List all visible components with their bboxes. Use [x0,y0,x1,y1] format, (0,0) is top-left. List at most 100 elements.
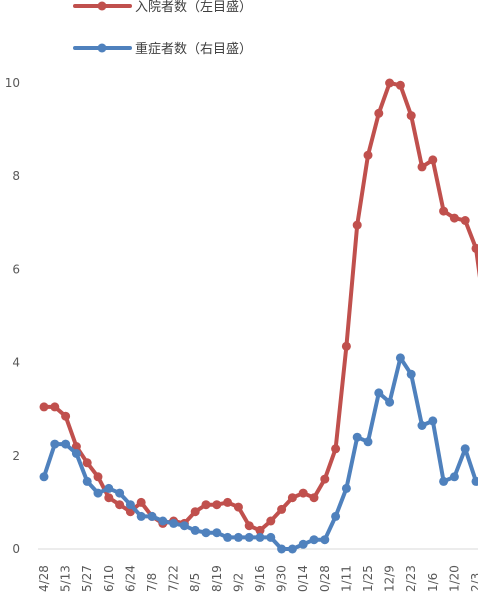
data-point [460,216,470,225]
data-point [331,444,341,454]
x-tick-label: 6/10 [102,565,116,592]
x-tick-label: 6/24 [123,565,137,592]
x-tick-label: 7/22 [167,565,181,592]
data-point [471,476,478,486]
data-point [309,493,319,503]
y-tick-label: 10 [5,76,20,90]
data-point [471,243,478,253]
x-tick-label: 9/2 [231,573,245,592]
data-point [320,474,330,484]
data-point [287,493,297,503]
x-tick-label: 5/27 [80,565,94,592]
x-tick-label: 4/28 [37,565,51,592]
data-point [385,397,395,407]
x-tick-label: 12/9 [383,565,397,592]
x-tick-label: 8/19 [210,565,224,592]
y-tick-label: 4 [12,356,20,370]
data-point [374,108,384,118]
data-point [266,532,276,542]
data-point [82,458,92,468]
data-point [50,402,60,412]
plot-area [39,78,478,554]
data-point [244,532,254,542]
data-point [115,488,125,498]
legend-label-severe: 重症者数（右目盛） [135,41,252,57]
data-point [201,528,211,538]
data-point [71,449,81,458]
data-point [179,521,189,531]
data-point [374,388,384,398]
data-point [266,516,276,526]
data-point [428,416,438,426]
data-point [287,544,297,554]
x-tick-label: 9/16 [253,565,267,592]
legend-marker-severe [97,43,107,53]
data-point [212,528,222,538]
x-tick-label: 1/25 [361,565,375,592]
y-tick-label: 6 [12,262,20,276]
data-point [147,511,157,521]
data-point [190,507,200,517]
data-point [223,497,233,507]
data-point [115,500,125,510]
x-tick-label: 0/28 [318,565,332,592]
x-tick-label: 8/5 [188,573,202,592]
data-point [460,444,470,454]
data-point [298,539,308,549]
data-point [255,532,265,542]
x-tick-label: 7/8 [145,573,159,592]
y-tick-label: 0 [12,542,20,556]
data-point [39,472,49,482]
data-point [417,421,427,430]
data-point [61,439,71,449]
data-point [341,483,351,493]
series-0 [39,78,478,535]
data-point [352,432,362,442]
data-point [363,150,373,160]
data-point [439,206,449,216]
data-point [233,502,243,512]
series-1 [39,353,478,554]
data-point [395,353,405,363]
x-tick-label: 5/13 [59,565,73,592]
data-point [104,483,114,493]
data-point [395,80,405,90]
data-point [417,162,427,172]
data-point [428,155,438,165]
legend-marker-admissions [97,1,107,11]
y-tick-label: 2 [12,449,20,463]
data-point [61,411,71,421]
data-point [385,78,395,88]
data-point [277,544,287,554]
data-point [82,476,92,486]
data-point [406,369,416,379]
legend-item-severe: 重症者数（右目盛） [73,41,252,57]
data-point [352,220,362,230]
data-point [406,111,416,121]
x-tick-label: 1/11 [339,565,353,592]
data-point [363,437,373,447]
data-point [341,341,351,351]
data-point [212,500,222,510]
data-point [93,472,103,482]
x-tick-label: 2/3 [469,573,478,592]
data-point [439,476,449,486]
data-point [104,493,114,503]
legend-label-admissions: 入院者数（左目盛） [135,0,252,15]
data-point [449,472,459,482]
data-point [277,504,287,514]
x-tick-label: 0/14 [296,565,310,592]
data-point [39,402,49,412]
data-point [169,518,179,528]
data-point [190,525,200,535]
x-tick-label: 9/30 [275,565,289,592]
data-point [136,511,146,521]
data-point [223,532,233,542]
series-line [42,355,478,551]
data-point [331,511,341,521]
data-point [201,500,211,510]
data-point [158,516,168,526]
data-point [255,525,265,535]
x-tick-label: 1/6 [426,573,440,592]
